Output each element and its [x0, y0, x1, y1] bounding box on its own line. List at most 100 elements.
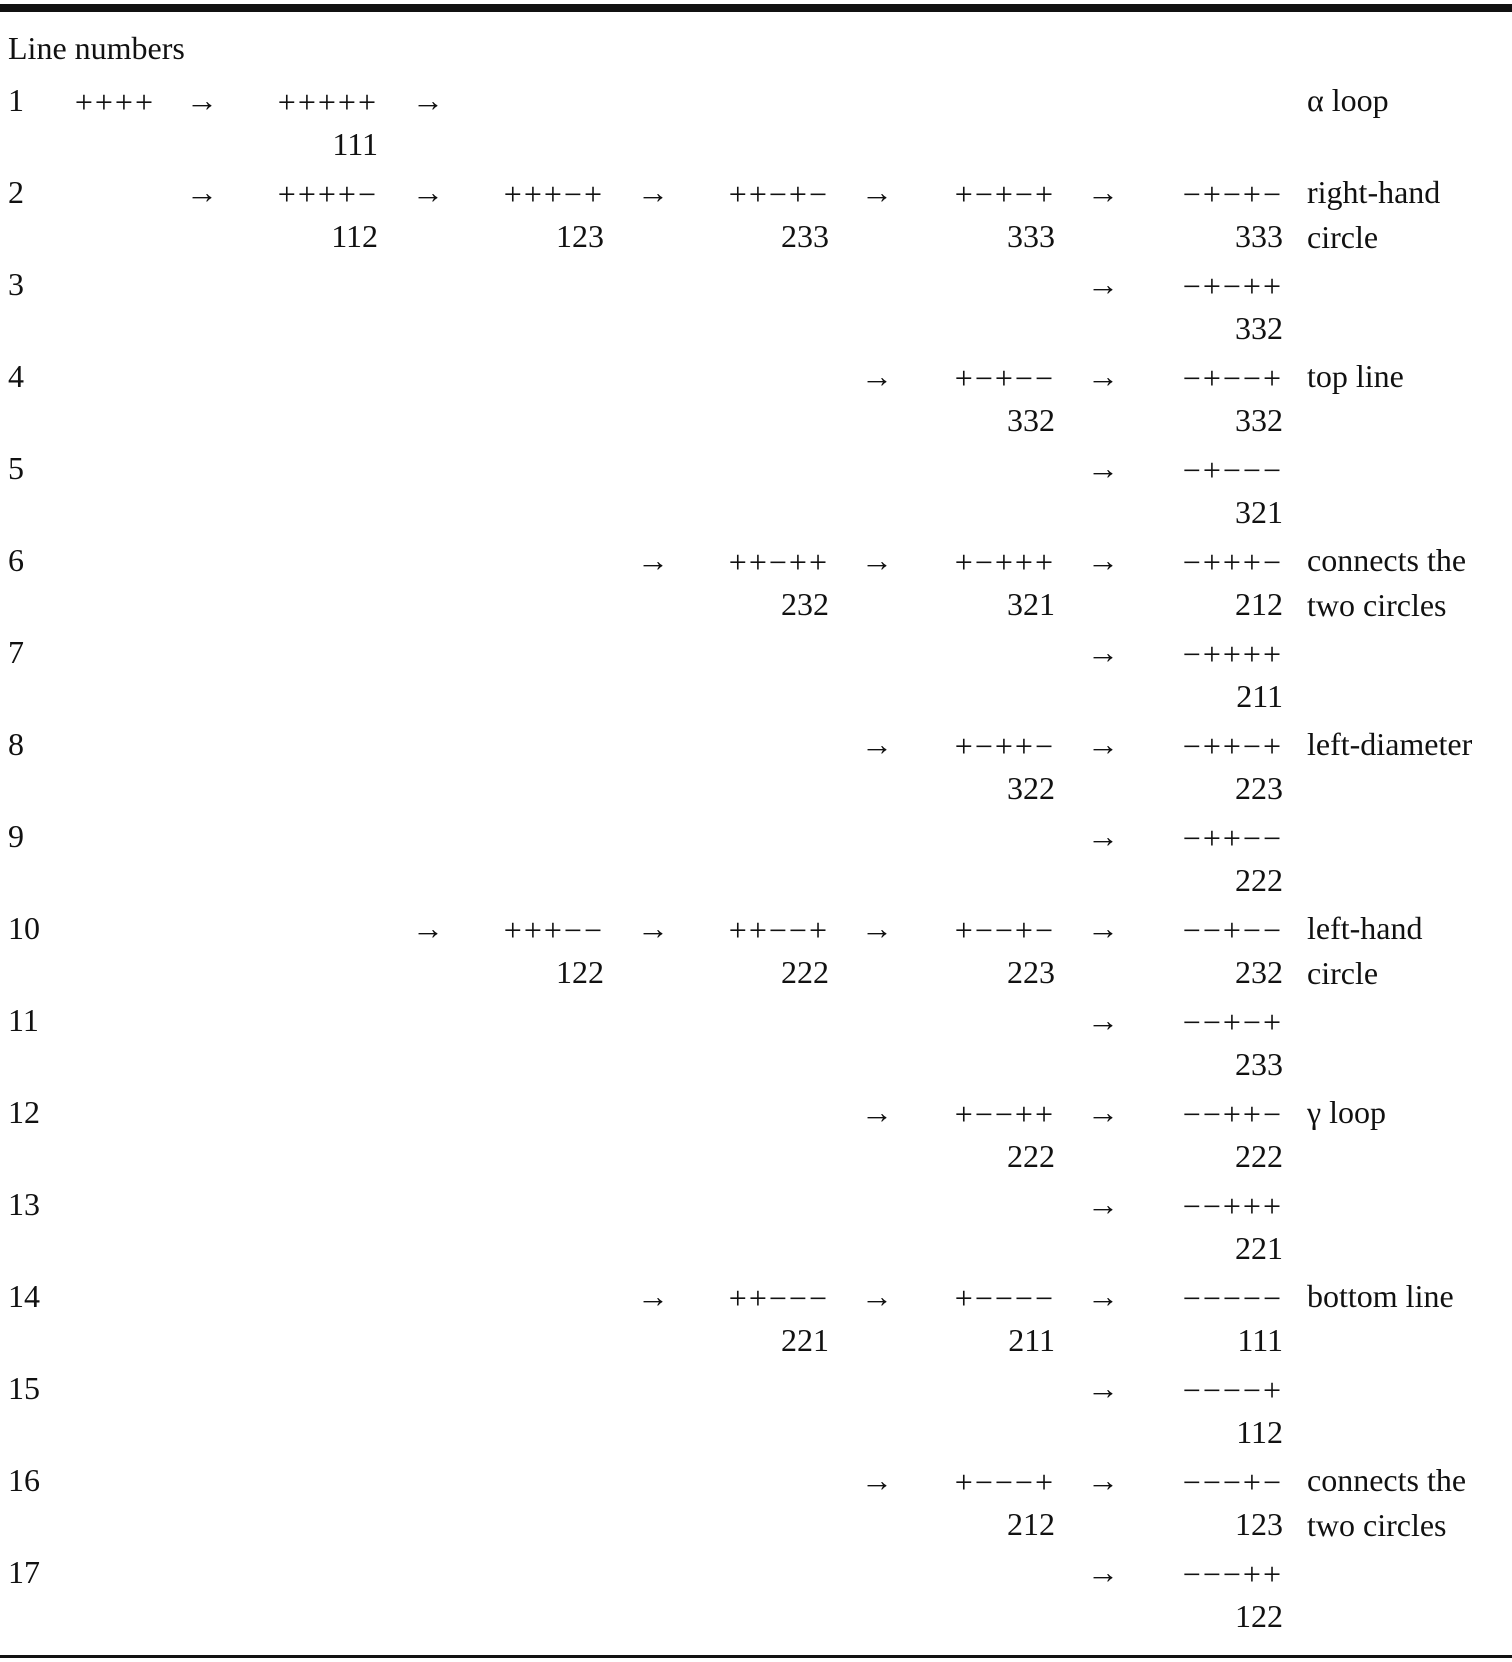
table-row: 2 → ++++− 112 → +++−+ 123 → ++−+− 233 → +−+−+ 333 → −+… — [0, 172, 1512, 264]
arrow-icon: → — [637, 542, 669, 578]
table-row: 11 → −−+−+ 233 — [0, 1000, 1512, 1092]
sign-pattern: −+−−− — [1182, 452, 1283, 488]
table-row: 4 → +−+−− 332 → −+−−+ 332 top line — [0, 356, 1512, 448]
arrow-icon: → — [637, 910, 669, 946]
state-code: 223 — [1007, 954, 1055, 990]
arrow-icon: → — [186, 174, 218, 210]
sign-pattern: −−−+− — [1182, 1464, 1283, 1500]
arrow-icon: → — [1087, 266, 1119, 302]
arrow-icon: → — [861, 1094, 893, 1130]
table-row: 8 → +−++− 322 → −++−+ 223 left-diameter — [0, 724, 1512, 816]
sign-pattern: −−+−+ — [1182, 1004, 1283, 1040]
sign-pattern: +++−− — [503, 912, 604, 948]
state-code: 123 — [1235, 1506, 1283, 1542]
arrow-icon: → — [1087, 910, 1119, 946]
table-row: 13 → −−+++ 221 — [0, 1184, 1512, 1276]
sign-pattern: +−+−+ — [954, 176, 1055, 212]
sign-pattern: −+−−+ — [1182, 360, 1283, 396]
state-code: 321 — [1007, 586, 1055, 622]
table-row: 3 → −+−++ 332 — [0, 264, 1512, 356]
state-code: 211 — [1008, 1322, 1055, 1358]
sign-pattern: −+−+− — [1182, 176, 1283, 212]
line-number: 16 — [8, 1462, 40, 1498]
state-code: 221 — [1235, 1230, 1283, 1266]
arrow-icon: → — [1087, 1370, 1119, 1406]
sign-pattern: +++++ — [277, 84, 378, 120]
line-number: 11 — [8, 1002, 39, 1038]
arrow-icon: → — [1087, 726, 1119, 762]
state-code: 112 — [331, 218, 378, 254]
arrow-icon: → — [186, 82, 218, 118]
state-code: 333 — [1007, 218, 1055, 254]
arrow-icon: → — [861, 358, 893, 394]
sign-pattern: −−−−− — [1182, 1280, 1283, 1316]
arrow-icon: → — [861, 174, 893, 210]
sign-pattern: +−−−− — [954, 1280, 1055, 1316]
table-row: 9 → −++−− 222 — [0, 816, 1512, 908]
sign-pattern: −++−+ — [1182, 728, 1283, 764]
sign-pattern: +−++− — [954, 728, 1055, 764]
sign-pattern: ++−++ — [728, 544, 829, 580]
sign-pattern: ++++− — [277, 176, 378, 212]
state-code: 232 — [781, 586, 829, 622]
sign-pattern: −+−++ — [1182, 268, 1283, 304]
row-annotation: top line — [1307, 358, 1404, 394]
table-row: 15 → −−−−+ 112 — [0, 1368, 1512, 1460]
state-code: 111 — [1237, 1322, 1283, 1358]
state-code: 211 — [1236, 678, 1283, 714]
arrow-icon: → — [1087, 634, 1119, 670]
arrow-icon: → — [861, 1462, 893, 1498]
state-code: 222 — [1235, 1138, 1283, 1174]
arrow-icon: → — [412, 910, 444, 946]
table-row: 5 → −+−−− 321 — [0, 448, 1512, 540]
row-annotation-line2: two circles — [1307, 587, 1447, 623]
line-number: 7 — [8, 634, 24, 670]
sign-pattern: +++−+ — [503, 176, 604, 212]
row-annotation: left-hand — [1307, 910, 1423, 946]
state-code: 112 — [1236, 1414, 1283, 1450]
sign-pattern: ++−−− — [728, 1280, 829, 1316]
arrow-icon: → — [1087, 1002, 1119, 1038]
state-code: 123 — [556, 218, 604, 254]
table-row: 1 ++++ → +++++ 111 → α loop — [0, 80, 1512, 172]
table-row: 16 → +−−−+ 212 → −−−+− 123 connects the two circ… — [0, 1460, 1512, 1552]
sign-pattern: −++++ — [1182, 636, 1283, 672]
arrow-icon: → — [1087, 358, 1119, 394]
arrow-icon: → — [637, 174, 669, 210]
sign-pattern: +−−−+ — [954, 1464, 1055, 1500]
line-number: 14 — [8, 1278, 40, 1314]
state-code: 212 — [1007, 1506, 1055, 1542]
table-row: 14 → ++−−− 221 → +−−−− 211 → −−−−− 111 bottom line — [0, 1276, 1512, 1368]
line-number: 13 — [8, 1186, 40, 1222]
state-code: 122 — [1235, 1598, 1283, 1634]
table-row: 10 → +++−− 122 → ++−−+ 222 → +−−+− 223 → −−+−− 232 le… — [0, 908, 1512, 1000]
state-code: 111 — [332, 126, 378, 162]
arrow-icon: → — [1087, 1094, 1119, 1130]
column-header-line-numbers: Line numbers — [8, 30, 185, 66]
table-row: 7 → −++++ 211 — [0, 632, 1512, 724]
line-number: 17 — [8, 1554, 40, 1590]
row-annotation: γ loop — [1307, 1094, 1387, 1130]
sign-pattern: −−++− — [1182, 1096, 1283, 1132]
line-number: 3 — [8, 266, 24, 302]
line-number: 15 — [8, 1370, 40, 1406]
state-code: 233 — [1235, 1046, 1283, 1082]
state-code: 221 — [781, 1322, 829, 1358]
sign-pattern: −+++− — [1182, 544, 1283, 580]
line-number: 4 — [8, 358, 24, 394]
row-annotation: connects the — [1307, 1462, 1467, 1498]
arrow-icon: → — [1087, 1278, 1119, 1314]
state-code: 212 — [1235, 586, 1283, 622]
line-number: 8 — [8, 726, 24, 762]
row-annotation-line2: circle — [1307, 219, 1379, 255]
state-code: 223 — [1235, 770, 1283, 806]
state-code: 122 — [556, 954, 604, 990]
sign-pattern: ++−−+ — [728, 912, 829, 948]
row-annotation: right-hand — [1307, 174, 1441, 210]
arrow-icon: → — [637, 1278, 669, 1314]
line-number: 9 — [8, 818, 24, 854]
row-annotation: left-diameter — [1307, 726, 1473, 762]
state-code: 321 — [1235, 494, 1283, 530]
sign-pattern: +−+++ — [954, 544, 1055, 580]
